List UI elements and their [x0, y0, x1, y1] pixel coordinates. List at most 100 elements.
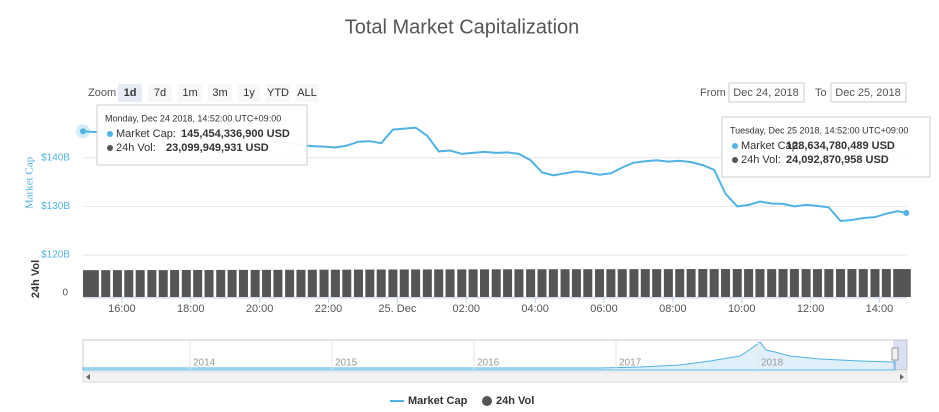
volume-bar	[491, 269, 501, 297]
tooltip-date: Tuesday, Dec 25 2018, 14:52:00 UTC+09:00	[730, 125, 908, 135]
tooltip-value: 24,092,870,958 USD	[786, 154, 889, 166]
volume-bar	[376, 269, 386, 297]
to-input[interactable]	[830, 82, 907, 103]
volume-bar	[285, 269, 295, 297]
tooltip-label: Market Cap:	[741, 140, 801, 152]
from-date[interactable]: Dec 24, 2018	[733, 87, 798, 99]
zoom-button[interactable]	[266, 84, 290, 102]
volume-bar	[732, 269, 742, 297]
volume-bar	[273, 269, 283, 297]
zoom-button-label[interactable]: 1y	[243, 87, 255, 99]
x-tick-label: 04:00	[521, 303, 549, 315]
volume-bar	[537, 269, 547, 297]
volume-bar	[181, 269, 191, 297]
x-tick-label: 14:00	[866, 303, 894, 315]
zoom-label: Zoom	[88, 87, 116, 99]
volume-bar	[193, 269, 203, 297]
volume-bar	[652, 269, 662, 297]
volume-bar	[629, 269, 639, 297]
zoom-button[interactable]	[238, 84, 260, 102]
legend-label[interactable]: 24h Vol	[496, 395, 534, 407]
zoom-button[interactable]	[148, 84, 172, 102]
zoom-button-label[interactable]: 7d	[154, 87, 166, 99]
zoom-button-label[interactable]: 1m	[182, 87, 197, 99]
volume-bar	[893, 269, 903, 297]
volume-bar	[767, 269, 777, 297]
scrollbar[interactable]	[82, 371, 908, 383]
legend-swatch[interactable]	[482, 396, 492, 406]
volume-bar	[399, 269, 409, 297]
volume-bar	[881, 269, 891, 297]
zoom-button-label[interactable]: 3m	[212, 87, 227, 99]
to-date[interactable]: Dec 25, 2018	[835, 87, 900, 99]
tooltip-label: Market Cap:	[116, 128, 176, 140]
hover-point	[903, 210, 910, 217]
volume-bar	[434, 269, 444, 297]
tooltip-date: Monday, Dec 24 2018, 14:52:00 UTC+09:00	[105, 113, 281, 123]
volume-bar	[422, 269, 432, 297]
zoom-button-label[interactable]: 1d	[124, 87, 137, 99]
volume-bar	[617, 269, 627, 297]
y-tick-label: $140B	[41, 152, 70, 163]
x-tick-label: 25. Dec	[378, 303, 416, 315]
tooltip-dot	[107, 131, 113, 137]
tooltip	[721, 116, 931, 178]
tooltip-dot	[107, 145, 113, 151]
from-input[interactable]	[728, 82, 805, 103]
navigator-year: 2014	[193, 358, 216, 369]
to-label: To	[815, 87, 827, 99]
zoom-button[interactable]	[178, 84, 202, 102]
legend-label[interactable]: Market Cap	[408, 395, 468, 407]
navigator-handle[interactable]	[891, 347, 899, 361]
volume-bar	[227, 269, 237, 297]
navigator-series	[82, 341, 896, 371]
chart-title: Total Market Capitalization	[345, 16, 580, 38]
x-tick-label: 08:00	[659, 303, 687, 315]
volume-bar	[124, 270, 134, 297]
volume-bar	[250, 269, 260, 297]
volume-bar	[560, 269, 570, 297]
volume-bar	[296, 269, 306, 297]
tooltip-label: 24h Vol:	[116, 142, 156, 154]
volume-bar	[307, 269, 317, 297]
y-tick-label: $130B	[41, 201, 70, 212]
volume-bar	[709, 269, 719, 297]
volume-bar	[147, 270, 157, 297]
zoom-button[interactable]	[208, 84, 232, 102]
zoom-button[interactable]	[118, 84, 142, 102]
volume-bar	[158, 270, 168, 297]
navigator-year: 2018	[761, 358, 784, 369]
volume-bar	[901, 269, 911, 297]
tooltip-dot	[732, 143, 738, 149]
y-tick-label: $120B	[41, 250, 70, 261]
volume-bar	[445, 269, 455, 297]
volume-bar	[571, 269, 581, 297]
navigator-year: 2017	[619, 358, 642, 369]
volume-bar	[262, 269, 272, 297]
x-tick-label: 16:00	[108, 303, 136, 315]
x-tick-label: 22:00	[315, 303, 343, 315]
zoom-button-label[interactable]: YTD	[267, 87, 289, 99]
zoom-button-label[interactable]: ALL	[297, 87, 317, 99]
volume-bar	[789, 269, 799, 297]
volume-bar	[778, 269, 788, 297]
volume-bar	[319, 269, 329, 297]
volume-bar	[468, 269, 478, 297]
volume-bar	[812, 269, 822, 297]
navigator-year: 2015	[335, 358, 358, 369]
volume-bar	[514, 269, 524, 297]
volume-bar	[479, 269, 489, 297]
x-tick-label: 06:00	[590, 303, 618, 315]
volume-bar	[858, 269, 868, 297]
tooltip	[96, 104, 308, 166]
navigator-year: 2016	[477, 358, 500, 369]
x-tick-label: 18:00	[177, 303, 205, 315]
zoom-button[interactable]	[296, 84, 318, 102]
volume-bar	[836, 269, 846, 297]
x-tick-label: 02:00	[452, 303, 480, 315]
volume-bar	[663, 269, 673, 297]
tooltip-value: 145,454,336,900 USD	[181, 128, 290, 140]
volume-bar	[698, 269, 708, 297]
volume-bar	[457, 269, 467, 297]
volume-bar	[204, 270, 214, 297]
